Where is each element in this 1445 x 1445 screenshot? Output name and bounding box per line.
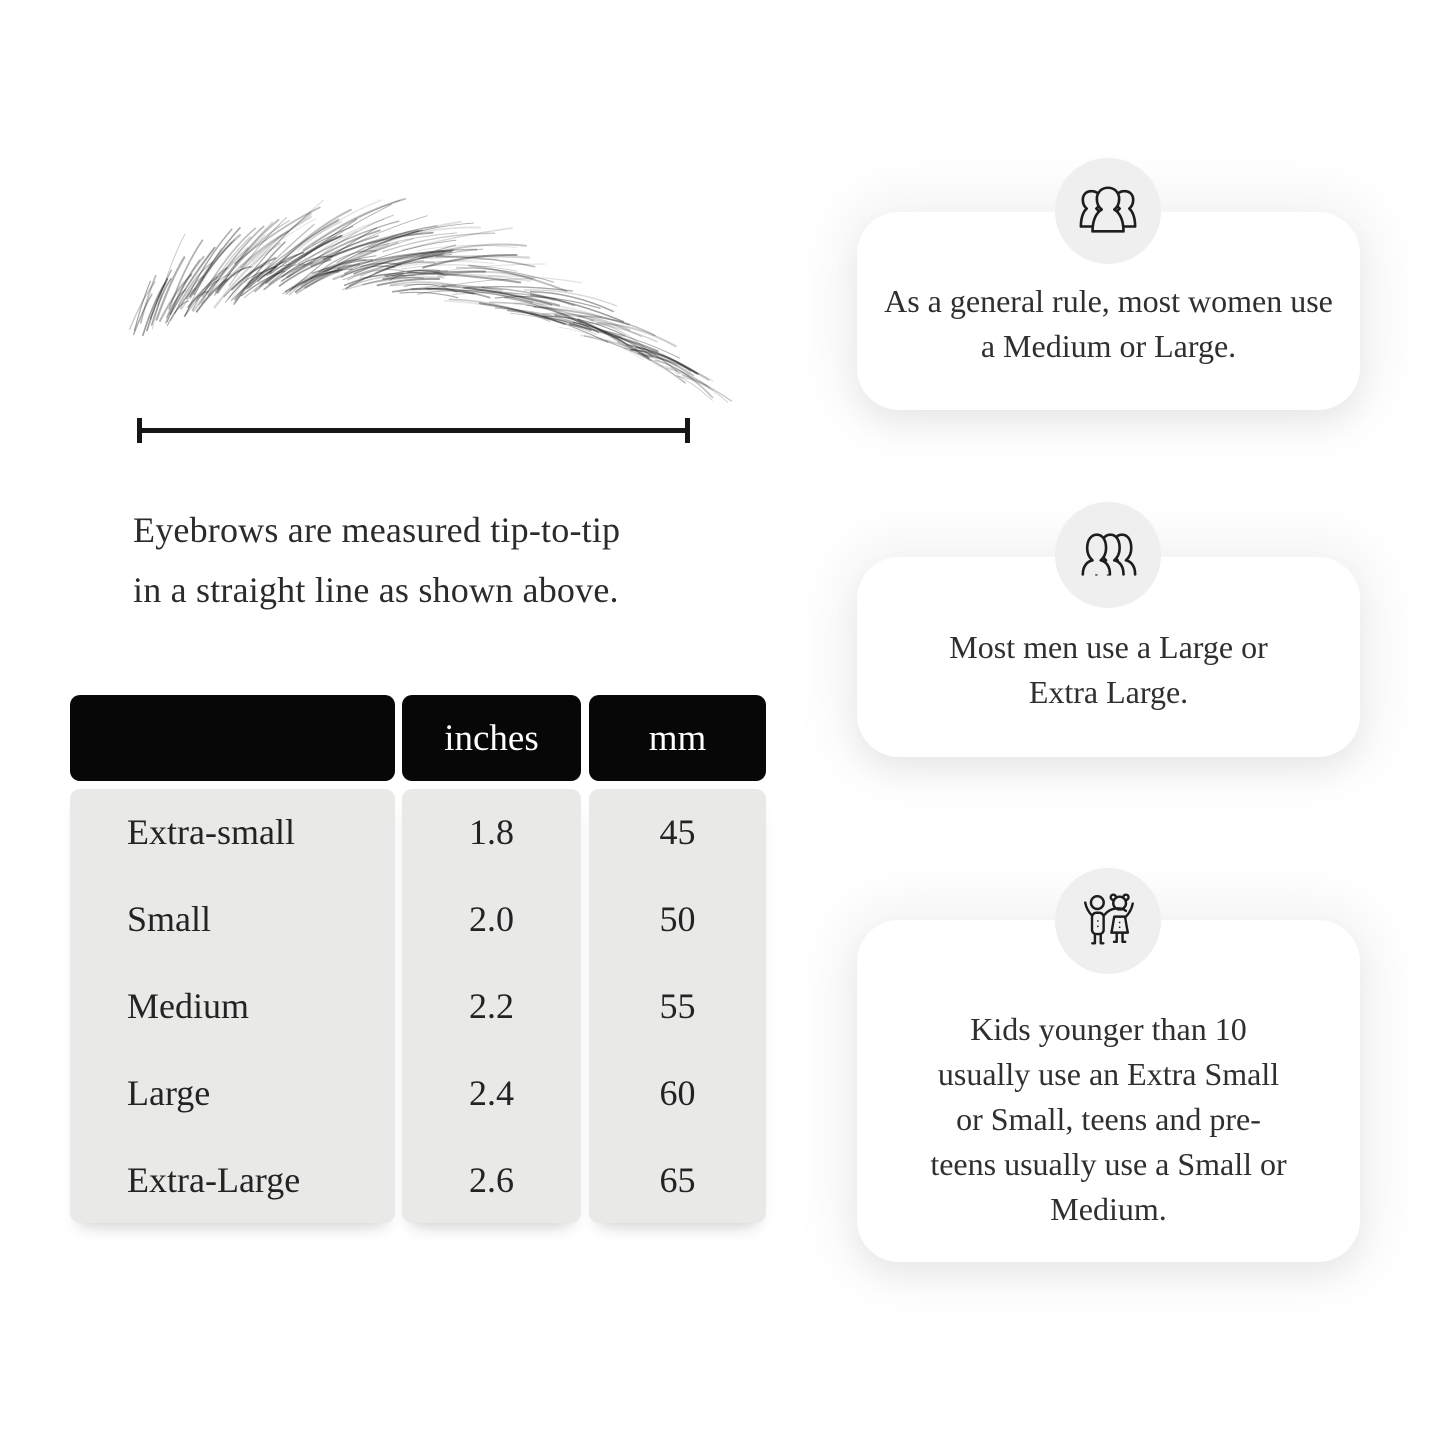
card-kids-text: Kids younger than 10 usually use an Extr… [930, 1010, 1287, 1227]
caption-line-2: in a straight line as shown above. [133, 570, 619, 610]
eyebrow-illustration [129, 198, 733, 403]
table-cell-size-label: Extra-Large [127, 1159, 301, 1200]
table-header-size [70, 695, 395, 781]
table-cell-size-label: Small [127, 899, 212, 940]
table-cell-inches: 2.6 [469, 1159, 514, 1200]
table-cell-mm: 65 [659, 1159, 696, 1200]
table-column-inches: 1.8 2.0 2.2 2.4 2.6 [402, 789, 581, 1223]
card-kids-sizing: Kids younger than 10 usually use an Extr… [857, 920, 1360, 1262]
table-header-inches: inches [402, 695, 581, 781]
table-cell-inches: 2.4 [469, 1072, 514, 1113]
table-header-mm: mm [589, 695, 766, 781]
kids-icon [1084, 893, 1134, 945]
kids-icon-badge [1055, 868, 1161, 974]
women-group-icon [1079, 186, 1137, 233]
table-cell-inches: 1.8 [469, 812, 514, 853]
table-cell-mm: 50 [659, 899, 696, 940]
table-column-mm: 45 50 55 60 65 [589, 789, 766, 1223]
table-cell-inches: 2.0 [469, 899, 514, 940]
table-cell-size-label: Extra-small [127, 812, 295, 853]
table-cell-mm: 55 [659, 985, 696, 1026]
measurement-endcap-right [685, 418, 690, 443]
table-cell-size-label: Medium [127, 985, 249, 1026]
table-column-size-names: Extra-small Small Medium Large Extra-Lar… [70, 789, 395, 1223]
measurement-line [137, 418, 690, 443]
caption-line-1: Eyebrows are measured tip-to-tip [133, 510, 621, 550]
table-cell-mm: 60 [659, 1072, 696, 1113]
table-cell-size-label: Large [127, 1072, 211, 1113]
card-men-text: Most men use a Large or Extra Large. [949, 629, 1268, 710]
table-header-mm-label: mm [648, 717, 707, 759]
table-header-inches-label: inches [444, 717, 539, 759]
measurement-endcap-left [137, 418, 142, 443]
men-group-icon [1081, 533, 1137, 576]
card-women-text: As a general rule, most women use a Medi… [884, 283, 1333, 364]
table-cell-inches: 2.2 [469, 985, 514, 1026]
men-group-icon-badge [1055, 502, 1161, 608]
measurement-caption: Eyebrows are measured tip-to-tip in a st… [133, 500, 620, 620]
table-cell-mm: 45 [659, 812, 696, 853]
women-group-icon-badge [1055, 158, 1161, 264]
